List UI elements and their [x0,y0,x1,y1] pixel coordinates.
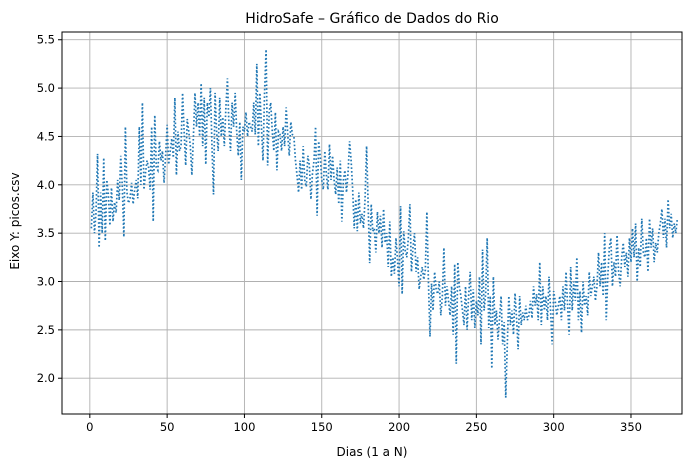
y-tick-label: 3.5 [37,226,55,240]
chart-title: HidroSafe – Gráfico de Dados do Rio [245,11,499,27]
x-tick-label: 350 [620,420,642,434]
series-layer [90,49,679,398]
y-tick-label: 4.5 [37,129,55,143]
y-tick-label: 5.5 [37,33,55,47]
y-tick-label: 5.0 [37,81,55,95]
axes-frame [61,31,683,415]
grid-lines [62,32,682,414]
x-tick-label: 300 [543,420,565,434]
series-line [90,49,679,398]
x-axis-ticks: 0 50 100 150 200 250 300 350 [86,414,642,434]
x-tick-label: 100 [233,420,255,434]
x-axis-label: Dias (1 a N) [337,445,408,459]
y-tick-label: 4.0 [37,178,55,192]
x-tick-label: 150 [311,420,333,434]
y-axis-ticks: 2.0 2.5 3.0 3.5 4.0 4.5 5.0 5.5 [37,33,62,385]
x-tick-label: 200 [388,420,410,434]
y-tick-label: 2.0 [37,371,55,385]
x-tick-label: 50 [160,420,175,434]
x-tick-label: 250 [465,420,487,434]
y-tick-label: 3.0 [37,275,55,289]
y-tick-label: 2.5 [37,323,55,337]
x-tick-label: 0 [86,420,93,434]
y-axis-label: Eixo Y: picos.csv [8,172,22,269]
